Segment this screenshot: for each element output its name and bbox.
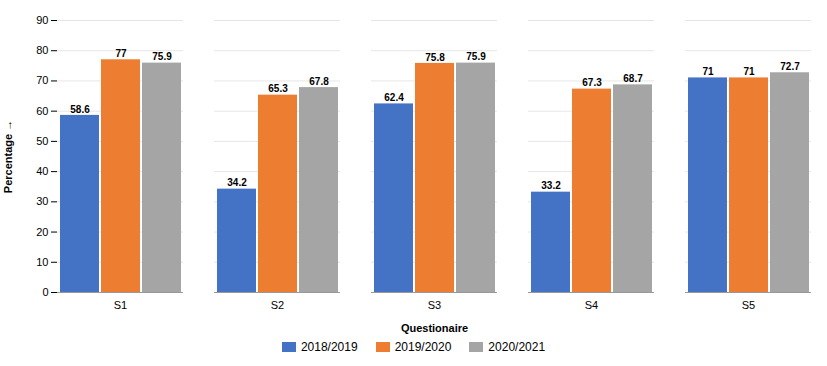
svg-text:70: 70 <box>36 74 48 86</box>
svg-text:S3: S3 <box>428 299 441 311</box>
svg-text:75.9: 75.9 <box>466 51 486 62</box>
svg-text:40: 40 <box>36 165 48 177</box>
svg-text:80: 80 <box>36 44 48 56</box>
svg-text:20: 20 <box>36 226 48 238</box>
svg-text:65.3: 65.3 <box>268 83 288 94</box>
svg-text:72.7: 72.7 <box>780 61 800 72</box>
svg-text:10: 10 <box>36 256 48 268</box>
svg-text:60: 60 <box>36 105 48 117</box>
svg-text:77: 77 <box>115 48 127 59</box>
svg-text:33.2: 33.2 <box>541 180 561 191</box>
svg-text:S4: S4 <box>585 299 598 311</box>
svg-text:71: 71 <box>743 66 755 77</box>
svg-text:68.7: 68.7 <box>623 73 643 84</box>
html-text:2019/2020: 2019/2020 <box>394 340 452 354</box>
svg-text:S1: S1 <box>114 299 127 311</box>
svg-text:Questionaire: Questionaire <box>401 322 468 334</box>
html-text:2018/2019: 2018/2019 <box>300 340 358 354</box>
svg-text:50: 50 <box>36 135 48 147</box>
svg-text:Percentage →: Percentage → <box>2 120 14 193</box>
svg-text:30: 30 <box>36 195 48 207</box>
svg-text:62.4: 62.4 <box>384 92 404 103</box>
svg-text:71: 71 <box>702 66 714 77</box>
svg-text:S2: S2 <box>271 299 284 311</box>
svg-text:58.6: 58.6 <box>70 104 90 115</box>
svg-text:75.8: 75.8 <box>425 52 445 63</box>
svg-text:S5: S5 <box>742 299 755 311</box>
svg-text:75.9: 75.9 <box>152 51 172 62</box>
svg-text:67.8: 67.8 <box>309 76 329 87</box>
html-text:2020/2021: 2020/2021 <box>488 340 546 354</box>
svg-text:0: 0 <box>42 286 48 298</box>
svg-text:34.2: 34.2 <box>227 177 247 188</box>
svg-text:90: 90 <box>36 14 48 26</box>
svg-text:67.3: 67.3 <box>582 77 602 88</box>
